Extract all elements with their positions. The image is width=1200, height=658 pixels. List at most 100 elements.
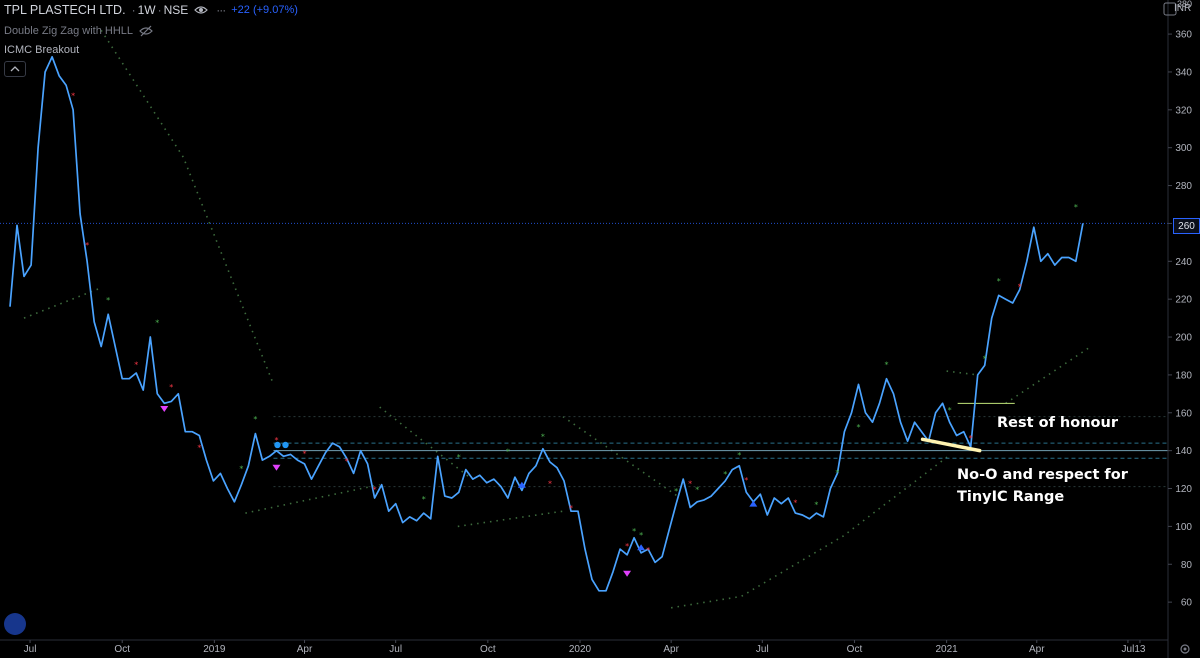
- currency-label[interactable]: INR: [1174, 3, 1192, 14]
- bullish-marker: *: [723, 470, 727, 479]
- range-start-marker: [282, 441, 289, 449]
- exchange-label[interactable]: NSE: [163, 3, 189, 17]
- bearish-marker: *: [71, 91, 75, 100]
- indicator-overlay: [23, 29, 1092, 609]
- range-start-marker: [274, 441, 281, 449]
- indicator-row-zigzag[interactable]: Double Zig Zag with HHLL: [0, 20, 330, 42]
- y-tick-label: 340: [1175, 67, 1192, 78]
- bullish-marker: *: [422, 495, 426, 504]
- sell-triangle: [623, 570, 632, 577]
- bullish-marker: *: [639, 531, 643, 540]
- zigzag-guide: [946, 370, 978, 376]
- bearish-marker: *: [569, 504, 573, 513]
- y-tick-label: 300: [1175, 143, 1192, 154]
- y-tick-label: 280: [1175, 181, 1192, 192]
- bullish-marker: *: [695, 485, 699, 494]
- symbol-row: TPL PLASTECH LTD. · 1W · NSE ··· +22 (+9…: [0, 0, 330, 20]
- zigzag-guide: [562, 415, 681, 499]
- x-tick-label: Apr: [1029, 644, 1045, 655]
- price-axis[interactable]: 60 80 100 120 140 160 180 200 220 240 260 280 300 320…: [1167, 0, 1193, 658]
- zigzag-guide: [245, 483, 380, 514]
- separator: ·: [157, 3, 162, 17]
- bullish-marker: *: [674, 487, 678, 496]
- y-tick-label: 240: [1175, 257, 1192, 268]
- x-tick-label: Jul: [389, 644, 402, 655]
- eye-icon[interactable]: [194, 4, 209, 16]
- y-tick-label: 60: [1181, 598, 1193, 609]
- x-tick-label: Oct: [480, 644, 496, 655]
- price-change: +22 (+9.07%): [231, 4, 298, 16]
- y-tick-label: 120: [1175, 484, 1192, 495]
- bullish-marker: *: [856, 423, 860, 432]
- y-tick-label: 200: [1175, 333, 1192, 344]
- indicator-row-icmc[interactable]: ICMC Breakout: [0, 42, 330, 58]
- y-tick-label: 160: [1175, 408, 1192, 419]
- bearish-marker: *: [744, 476, 748, 485]
- x-tick-label: Oct: [114, 644, 130, 655]
- collapse-legend-button[interactable]: [4, 61, 26, 77]
- bullish-marker: *: [155, 319, 159, 328]
- zigzag-guide: [1005, 345, 1092, 404]
- bullish-marker: *: [506, 447, 510, 456]
- bullish-marker: *: [814, 500, 818, 509]
- x-tick-label: Jul: [1122, 644, 1135, 655]
- bearish-marker: *: [373, 485, 377, 494]
- bearish-marker: *: [625, 542, 629, 551]
- x-tick-label: Jul: [24, 644, 37, 655]
- x-tick-label: 2021: [935, 644, 958, 655]
- bearish-marker: *: [1018, 283, 1022, 292]
- indicator-name-zigzag: Double Zig Zag with HHLL: [4, 25, 134, 37]
- y-tick-label: 220: [1175, 295, 1192, 306]
- annotation-no-o-line1: No-O and respect for: [957, 467, 1128, 483]
- bearish-marker: *: [969, 434, 973, 443]
- bullish-marker: *: [737, 451, 741, 460]
- x-tick-label: Apr: [663, 644, 679, 655]
- settings-icon[interactable]: [1163, 2, 1177, 16]
- last-price-tag: 260: [1173, 218, 1200, 234]
- bearish-marker: *: [793, 499, 797, 508]
- time-axis[interactable]: Jul Oct 2019 Apr Jul Oct 2020 Apr Jul Oct 2021 Apr J…: [0, 639, 1168, 655]
- sell-triangle: [160, 405, 169, 412]
- bearish-marker: *: [169, 383, 173, 392]
- signal-markers: ********* ** *********************** ** ****: [71, 91, 1078, 577]
- y-tick-label: 180: [1175, 370, 1192, 381]
- more-options-icon[interactable]: ···: [216, 3, 226, 17]
- x-tick-label: Apr: [297, 644, 313, 655]
- bullish-marker: *: [106, 296, 110, 305]
- y-tick-label: 80: [1181, 560, 1193, 571]
- bullish-marker: *: [835, 468, 839, 477]
- bearish-marker: *: [85, 241, 89, 250]
- bullish-marker: *: [1074, 203, 1078, 212]
- zigzag-guide: [670, 453, 952, 609]
- bullish-marker: *: [632, 527, 636, 536]
- bearish-marker: *: [646, 546, 650, 555]
- interval-label[interactable]: 1W: [137, 3, 156, 17]
- bearish-marker: *: [303, 449, 307, 458]
- buy-triangle: [517, 481, 526, 488]
- bullish-marker: *: [885, 360, 889, 369]
- annotation-rest-of-honour: Rest of honour: [997, 415, 1118, 431]
- symbol-name[interactable]: TPL PLASTECH LTD.: [4, 3, 126, 17]
- x-tick-label: Jul: [756, 644, 769, 655]
- annotation-no-o-line2: TinyIC Range: [957, 489, 1065, 505]
- price-series: [9, 55, 1084, 592]
- hidden-eye-icon[interactable]: [139, 25, 153, 37]
- x-tick-label: 13: [1134, 644, 1146, 655]
- bullish-marker: *: [541, 432, 545, 441]
- bullish-marker: *: [997, 277, 1001, 286]
- y-tick-label: 360: [1175, 30, 1192, 41]
- tradingview-logo[interactable]: [4, 613, 26, 635]
- zigzag-guide: [23, 287, 102, 319]
- symbol-box[interactable]: TPL PLASTECH LTD. · 1W · NSE ···: [0, 3, 232, 17]
- bearish-marker: *: [345, 457, 349, 466]
- axis-settings-icon[interactable]: [1178, 642, 1192, 656]
- sell-triangle: [272, 464, 281, 471]
- bullish-marker: *: [983, 355, 987, 364]
- icmc-range-lines: [273, 402, 1168, 488]
- zigzag-guide: [100, 29, 275, 385]
- x-tick-label: 2020: [569, 644, 592, 655]
- x-tick-label: Oct: [847, 644, 863, 655]
- bullish-marker: *: [253, 415, 257, 424]
- bearish-marker: *: [548, 480, 552, 489]
